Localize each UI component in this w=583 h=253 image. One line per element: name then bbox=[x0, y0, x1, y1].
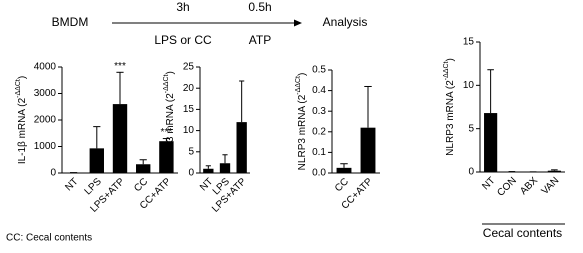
footnote: CC: Cecal contents bbox=[6, 233, 92, 244]
bar bbox=[112, 104, 128, 173]
scheme-arrowhead bbox=[294, 19, 302, 27]
y-tick-label: 20 bbox=[183, 83, 195, 94]
bar bbox=[336, 167, 352, 173]
y-tick-label: 0.4 bbox=[312, 85, 326, 96]
y-tick-label: 5 bbox=[188, 146, 194, 157]
y-tick-label: 15 bbox=[183, 104, 195, 115]
y-tick-label: 2000 bbox=[34, 115, 57, 126]
bar bbox=[159, 141, 174, 173]
y-axis-label-tail: ) bbox=[297, 73, 308, 76]
x-tick-label: CON bbox=[495, 175, 519, 199]
significance-label: *** bbox=[161, 127, 173, 138]
y-axis-label-sup: -ΔΔCt bbox=[443, 61, 450, 80]
error-bar bbox=[93, 126, 101, 149]
y-tick-label: 0.2 bbox=[312, 126, 326, 137]
y-axis-label: IL-1β mRNA (2-ΔΔCt) bbox=[15, 76, 28, 164]
y-tick-label: 0.5 bbox=[312, 65, 326, 76]
error-bar bbox=[116, 71, 124, 105]
y-tick-label: 5 bbox=[468, 123, 474, 134]
bar bbox=[484, 113, 498, 172]
y-axis-label-sup: -ΔΔCt bbox=[295, 76, 302, 95]
x-tick-label: VAN bbox=[540, 175, 562, 197]
y-tick-label: 1000 bbox=[34, 141, 57, 152]
y-tick-label: 3000 bbox=[34, 88, 57, 99]
y-tick-label: 0.1 bbox=[312, 147, 326, 158]
bar bbox=[360, 127, 376, 173]
significance-label: *** bbox=[114, 61, 126, 72]
scheme-start: BMDM bbox=[52, 15, 89, 29]
bar bbox=[203, 168, 214, 173]
scheme-step: LPS or CC bbox=[154, 33, 212, 47]
error-bar bbox=[222, 154, 228, 164]
y-tick-label: 15 bbox=[463, 37, 475, 48]
y-axis-label-text: IL-1β mRNA (2 bbox=[17, 97, 28, 164]
y-tick-label: 10 bbox=[463, 80, 475, 91]
x-tick-label: CC bbox=[333, 176, 351, 194]
scheme-step: ATP bbox=[249, 33, 271, 47]
error-bar bbox=[205, 165, 211, 169]
y-axis-label-sup: -ΔΔCt bbox=[15, 79, 22, 98]
y-axis-label: NLRP3 mRNA (2-ΔΔCt) bbox=[443, 58, 456, 156]
y-tick-label: 0 bbox=[50, 168, 56, 179]
bar bbox=[89, 148, 104, 173]
bar bbox=[547, 170, 561, 172]
x-tick-label: CC bbox=[132, 176, 150, 194]
error-bar bbox=[364, 85, 372, 128]
y-tick-label: 0.0 bbox=[312, 168, 326, 179]
error-bar bbox=[162, 138, 170, 142]
scheme-end: Analysis bbox=[323, 15, 368, 29]
y-tick-label: 4000 bbox=[34, 62, 57, 73]
y-tick-label: 0 bbox=[188, 168, 194, 179]
error-bar bbox=[551, 169, 558, 171]
bar bbox=[219, 163, 231, 173]
y-axis-label-text: NLRP3 mRNA (2 bbox=[445, 80, 456, 156]
x-tick-label: NT bbox=[480, 175, 497, 192]
y-tick-label: 0.3 bbox=[312, 106, 326, 117]
y-axis-label-tail: ) bbox=[165, 71, 176, 74]
y-axis-label-tail: ) bbox=[17, 76, 28, 79]
bar bbox=[136, 164, 151, 173]
bar bbox=[236, 122, 247, 173]
y-tick-label: 25 bbox=[183, 62, 195, 73]
y-axis-label: NLRP3 mRNA (2-ΔΔCt) bbox=[295, 73, 308, 171]
scheme-step: 0.5h bbox=[248, 0, 271, 14]
x-tick-label: NT bbox=[63, 176, 80, 193]
scheme-step: 3h bbox=[176, 0, 189, 14]
y-axis-label-text: NLRP3 mRNA (2 bbox=[297, 94, 308, 170]
y-axis-label: NLRP3 mRNA (2-ΔΔCt) bbox=[163, 71, 176, 169]
x-tick-label: ABX bbox=[518, 175, 540, 197]
y-tick-label: 10 bbox=[183, 125, 195, 136]
error-bar bbox=[487, 69, 494, 114]
error-bar bbox=[340, 163, 348, 168]
group-label: Cecal contents bbox=[483, 226, 562, 240]
y-axis-label-text: NLRP3 mRNA (2 bbox=[165, 93, 176, 169]
error-bar bbox=[139, 159, 147, 165]
y-tick-label: 0 bbox=[468, 167, 474, 178]
y-axis-label-sup: -ΔΔCt bbox=[163, 74, 170, 93]
y-axis-label-tail: ) bbox=[445, 58, 456, 61]
error-bar bbox=[239, 80, 245, 123]
